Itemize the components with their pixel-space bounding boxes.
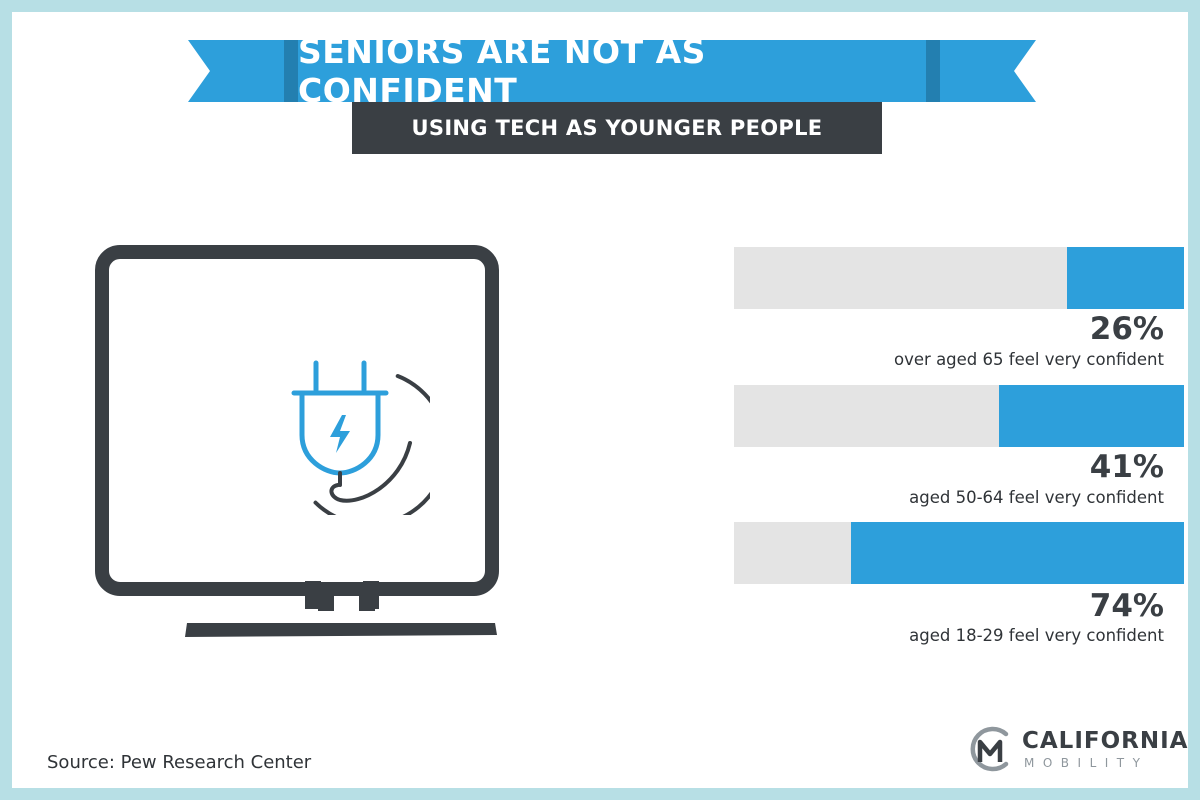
bar-track [734,385,1184,447]
monitor-outline-icon [185,581,497,637]
logo-subtitle: MOBILITY [1024,756,1149,770]
electric-plug-icon [291,360,430,515]
logo-name: CALIFORNIA [1022,728,1189,754]
page-title: SENIORS ARE NOT AS CONFIDENT [298,32,926,110]
bar-value-label: 74% [1089,588,1164,624]
bar-fill [851,522,1184,584]
bar-fill [1067,247,1184,309]
ribbon-right-tail [926,40,1036,102]
bar-value-label: 41% [1089,449,1164,485]
source-note: Source: Pew Research Center [47,752,312,773]
bar-track [734,247,1184,309]
bar-fill [999,385,1184,447]
ribbon-left-tail [188,40,298,102]
california-mobility-logo: CALIFORNIA MOBILITY [966,722,1187,782]
bar-track [734,522,1184,584]
california-mobility-logo-icon [970,726,1009,772]
bar-caption: aged 18-29 feel very confident [909,626,1164,645]
page-subtitle: USING TECH AS YOUNGER PEOPLE [352,102,882,154]
bar-value-label: 26% [1089,311,1164,347]
bar-caption: over aged 65 feel very confident [894,350,1164,369]
bar-caption: aged 50-64 feel very confident [909,488,1164,507]
